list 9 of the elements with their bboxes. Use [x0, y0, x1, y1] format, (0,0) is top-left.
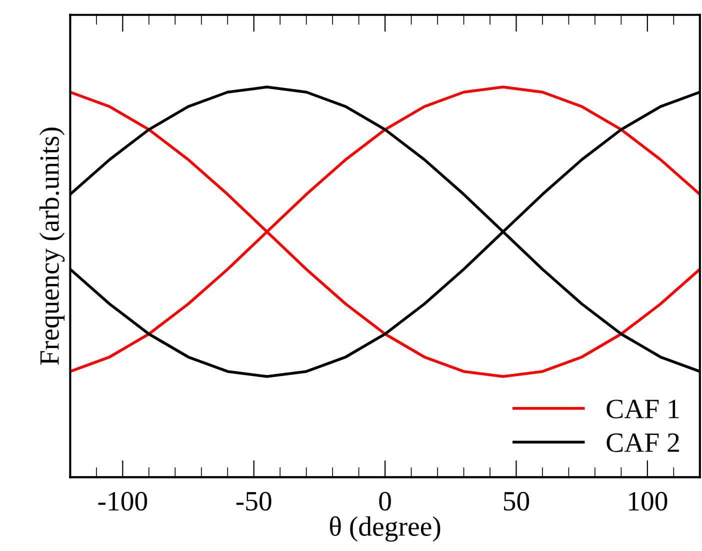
- x-tick-label: 0: [379, 492, 391, 511]
- x-axis-title: θ (degree): [330, 516, 440, 542]
- legend-label: CAF 1: [606, 400, 679, 418]
- x-tick-label: -50: [236, 492, 272, 511]
- x-tick-label: 100: [629, 492, 668, 511]
- legend-label: CAF 2: [606, 433, 679, 452]
- y-axis-title: Frequency (arb.units): [39, 128, 65, 365]
- x-tick-label: 50: [504, 492, 530, 511]
- x-tick-label: -100: [98, 492, 148, 511]
